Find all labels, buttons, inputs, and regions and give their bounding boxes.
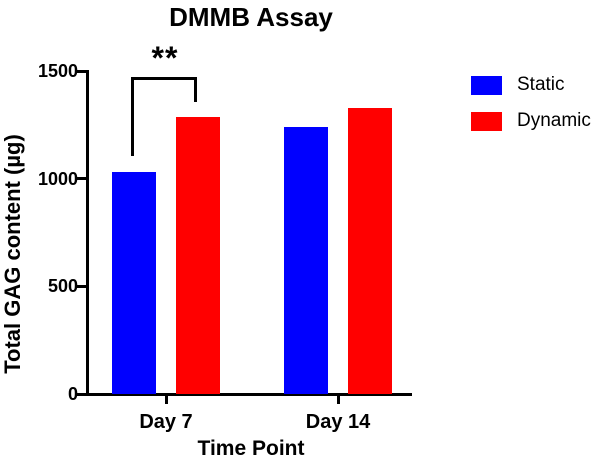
x-tick-label-day-7: Day 7: [139, 411, 193, 433]
y-tick-label: 1000: [37, 168, 78, 189]
x-axis-title: Time Point: [197, 437, 305, 460]
y-tick-label: 0: [67, 384, 78, 404]
significance-stars: **: [151, 40, 179, 76]
x-axis-line: [86, 393, 412, 396]
y-tick-mark: [76, 177, 86, 181]
y-tick-mark: [76, 69, 86, 73]
dynamic-color-swatch: [471, 111, 502, 131]
y-tick-mark: [76, 284, 86, 288]
bar-static-day-14: [284, 126, 328, 394]
significance-bracket-left-leg: [131, 77, 134, 156]
significance-bracket-right-leg: [194, 77, 197, 102]
bar-dynamic-day-7: [176, 117, 220, 394]
legend: Static Dynamic: [471, 75, 591, 147]
y-tick-label: 1500: [37, 61, 78, 81]
y-tick-label: 500: [47, 276, 78, 297]
static-color-swatch: [471, 75, 502, 95]
legend-item-dynamic: Dynamic: [471, 111, 591, 131]
bar-static-day-7: [112, 172, 156, 394]
y-tick-mark: [76, 392, 86, 396]
x-tick-mark: [164, 394, 168, 404]
chart-title: DMMB Assay: [169, 2, 333, 32]
y-axis-line: [86, 70, 89, 396]
x-tick-label-day-14: Day 14: [305, 411, 371, 433]
legend-item-static: Static: [471, 75, 591, 95]
legend-label-dynamic: Dynamic: [517, 110, 591, 131]
bar-dynamic-day-14: [348, 107, 392, 394]
x-tick-mark: [336, 394, 340, 404]
significance-bracket: [131, 77, 197, 80]
legend-label-static: Static: [517, 74, 565, 95]
